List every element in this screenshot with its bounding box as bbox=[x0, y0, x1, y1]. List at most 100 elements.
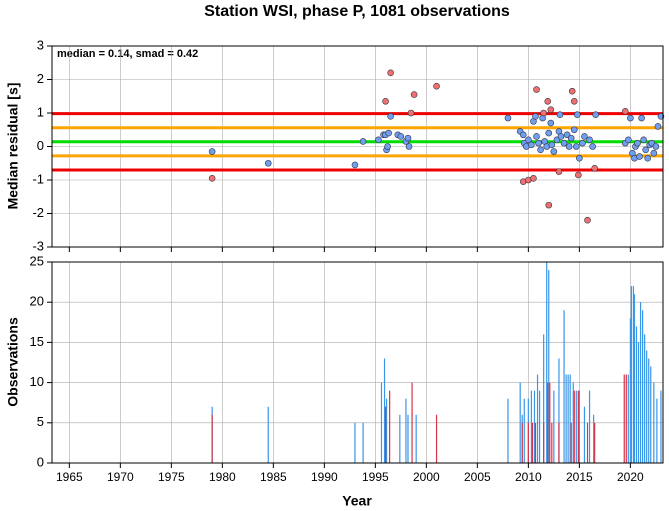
point bbox=[574, 111, 581, 118]
x-tick-label: 1995 bbox=[362, 470, 389, 484]
bar bbox=[551, 422, 553, 463]
bar bbox=[546, 262, 548, 463]
bar bbox=[569, 374, 571, 463]
point bbox=[572, 143, 580, 150]
point bbox=[621, 108, 629, 115]
point bbox=[407, 109, 415, 117]
bar bbox=[399, 414, 401, 463]
bar bbox=[543, 334, 545, 463]
point bbox=[636, 153, 643, 160]
bar bbox=[523, 398, 525, 463]
point bbox=[375, 136, 382, 144]
bar bbox=[534, 422, 537, 463]
bar bbox=[573, 390, 575, 463]
point bbox=[544, 97, 552, 105]
plot-frame bbox=[51, 45, 664, 248]
point bbox=[654, 123, 662, 130]
bar bbox=[630, 286, 632, 463]
point bbox=[581, 133, 588, 140]
bar bbox=[641, 310, 644, 463]
point bbox=[627, 114, 634, 122]
bar bbox=[627, 374, 629, 463]
y-tick-label: -2 bbox=[32, 205, 44, 220]
point bbox=[565, 143, 573, 150]
bar bbox=[558, 358, 560, 463]
point bbox=[657, 113, 665, 120]
point bbox=[591, 164, 598, 172]
bar bbox=[507, 398, 509, 463]
point bbox=[555, 168, 563, 175]
point bbox=[359, 138, 367, 145]
point bbox=[547, 119, 555, 127]
point bbox=[504, 114, 512, 122]
bar bbox=[411, 382, 413, 463]
point bbox=[208, 175, 216, 182]
bar bbox=[633, 294, 636, 463]
y-tick-label: 15 bbox=[30, 334, 44, 349]
point bbox=[405, 143, 413, 150]
x-tick-label: 2005 bbox=[464, 470, 491, 484]
point bbox=[528, 141, 535, 149]
point bbox=[557, 133, 565, 140]
point bbox=[351, 161, 359, 169]
point bbox=[385, 129, 392, 137]
y-tick-label: 10 bbox=[30, 374, 44, 389]
bar bbox=[588, 390, 591, 463]
y-tick-label: -3 bbox=[32, 238, 44, 253]
bar bbox=[435, 414, 438, 463]
point bbox=[644, 154, 651, 162]
x-axis-label: Year bbox=[342, 493, 372, 509]
bar bbox=[521, 422, 523, 463]
chart-title: Station WSI, phase P, 1081 observations bbox=[204, 3, 510, 20]
x-tick-label: 1975 bbox=[158, 470, 185, 484]
bar bbox=[653, 382, 655, 463]
point bbox=[576, 154, 583, 162]
point bbox=[547, 106, 555, 113]
x-tick-label: 2000 bbox=[413, 470, 440, 484]
point bbox=[550, 148, 558, 155]
point bbox=[433, 82, 440, 90]
point bbox=[533, 86, 540, 93]
y-tick-label: 25 bbox=[30, 253, 44, 268]
point bbox=[545, 129, 553, 137]
bar bbox=[583, 406, 586, 463]
bar bbox=[384, 406, 387, 463]
bar bbox=[362, 422, 364, 463]
x-tick-label: 1990 bbox=[311, 470, 338, 484]
point bbox=[545, 201, 553, 209]
bar bbox=[558, 422, 560, 463]
point bbox=[589, 143, 596, 150]
bar bbox=[547, 382, 549, 463]
bar bbox=[407, 414, 409, 463]
point bbox=[530, 175, 537, 182]
bar bbox=[536, 374, 539, 463]
point bbox=[535, 139, 542, 147]
point bbox=[519, 131, 527, 139]
bar bbox=[635, 326, 638, 463]
bar bbox=[519, 382, 521, 463]
point bbox=[540, 109, 547, 117]
point bbox=[652, 143, 660, 150]
y-tick-label: 5 bbox=[37, 414, 44, 429]
point bbox=[556, 111, 564, 118]
bar bbox=[385, 398, 388, 463]
point bbox=[264, 159, 272, 167]
point bbox=[384, 143, 391, 150]
bar bbox=[632, 286, 635, 463]
bar bbox=[629, 318, 631, 463]
bar bbox=[567, 374, 569, 463]
bar bbox=[389, 390, 391, 463]
point bbox=[638, 114, 645, 122]
point bbox=[592, 111, 599, 118]
x-tick-label: 1985 bbox=[260, 470, 287, 484]
bar bbox=[548, 270, 550, 463]
point bbox=[532, 113, 539, 120]
bar bbox=[637, 342, 640, 463]
bar bbox=[660, 390, 662, 463]
point bbox=[560, 139, 568, 147]
point bbox=[575, 171, 582, 179]
x-tick-label: 2015 bbox=[566, 470, 593, 484]
bar bbox=[623, 374, 625, 463]
bar bbox=[648, 358, 650, 463]
bar bbox=[211, 414, 213, 463]
